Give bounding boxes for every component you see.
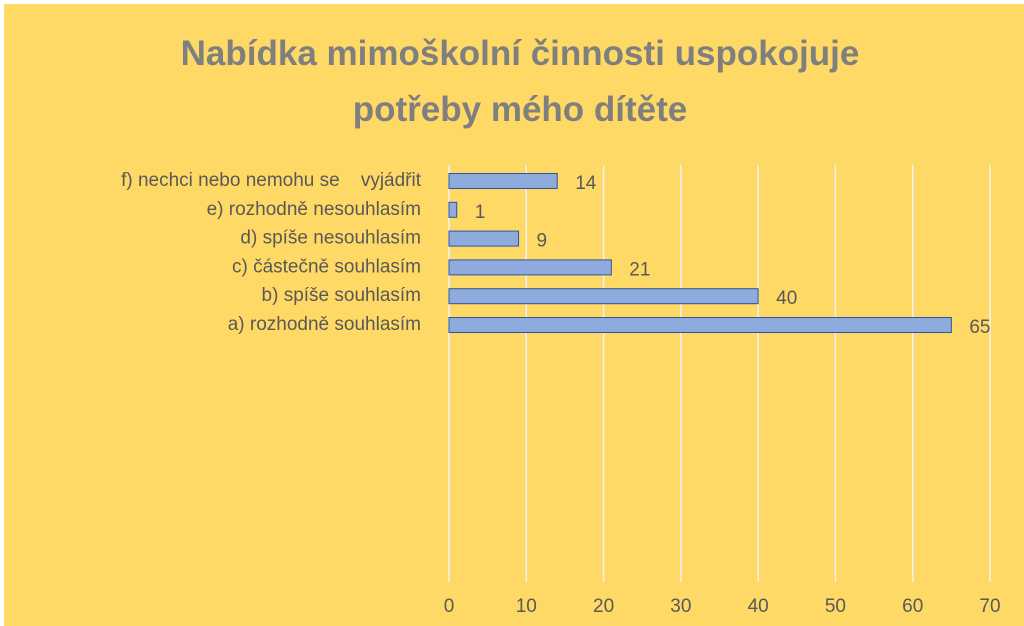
- data-label: 65: [969, 317, 990, 338]
- y-tick-label: b) spíše souhlasím: [262, 285, 421, 306]
- x-tick-label: 60: [902, 596, 923, 617]
- bar: [448, 201, 458, 218]
- bar: [448, 317, 952, 333]
- background: [4, 4, 1024, 626]
- data-label: 9: [537, 231, 548, 252]
- x-tick-label: 50: [825, 596, 846, 617]
- bar: [448, 173, 558, 189]
- bar: [448, 288, 759, 305]
- bar: [448, 230, 520, 247]
- data-label: 21: [629, 259, 650, 280]
- x-tick-label: 20: [593, 596, 614, 617]
- data-label: 1: [475, 202, 486, 223]
- x-tick-label: 0: [444, 596, 455, 617]
- y-tick-label: a) rozhodně souhlasím: [228, 314, 421, 335]
- data-label: 40: [776, 288, 797, 309]
- y-tick-label: e) rozhodně nesouhlasím: [207, 199, 421, 220]
- x-tick-label: 30: [670, 596, 691, 617]
- y-tick-label: d) spíše nesouhlasím: [240, 228, 421, 249]
- y-tick-label: f) nechci nebo nemohu se vyjádřit: [121, 170, 422, 191]
- bar: [448, 259, 612, 276]
- y-tick-label: c) částečně souhlasím: [232, 256, 421, 277]
- x-tick-label: 40: [748, 596, 769, 617]
- data-label: 14: [575, 173, 597, 194]
- x-tick-label: 70: [979, 596, 1000, 617]
- x-tick-label: 10: [516, 596, 537, 617]
- chart-title: Nabídka mimoškolní činnosti uspokojuje p…: [180, 34, 860, 129]
